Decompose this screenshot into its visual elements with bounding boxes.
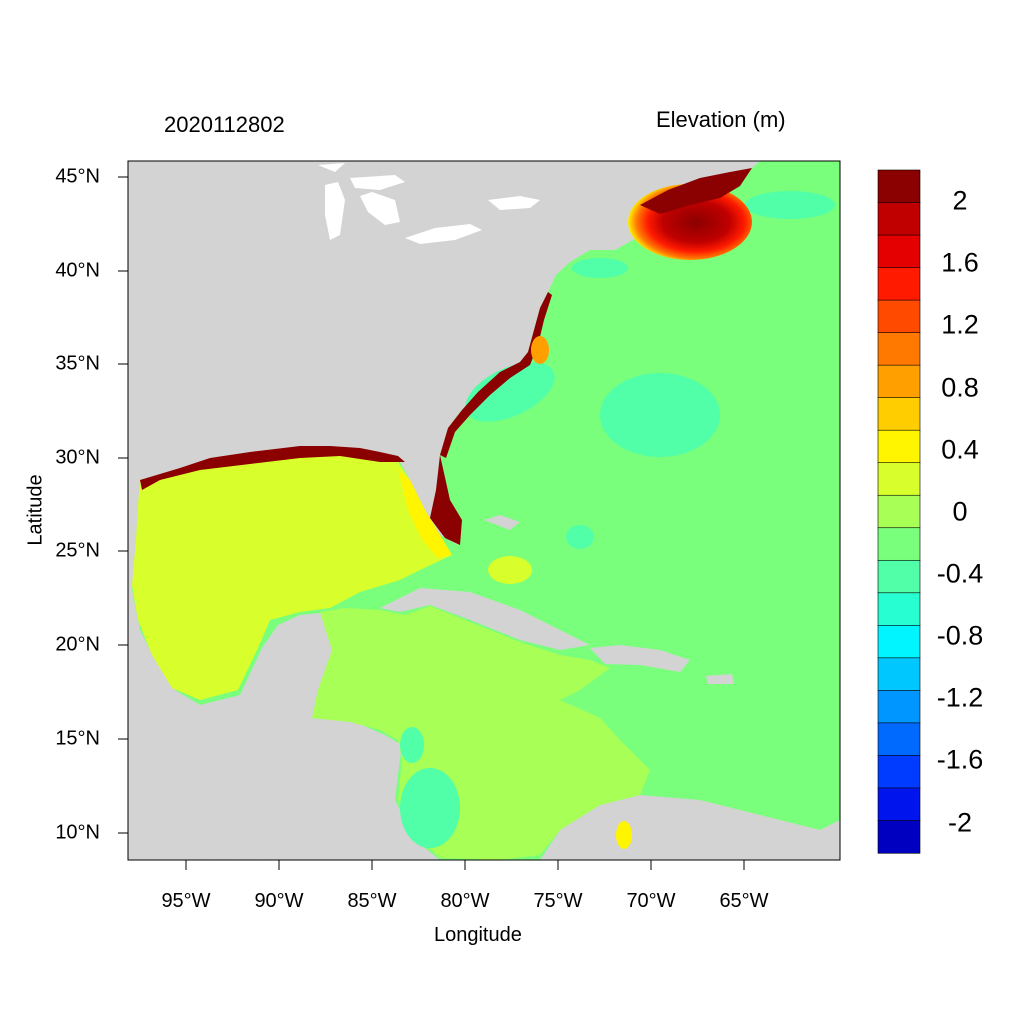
- colorbar-label: 1.6: [941, 247, 979, 278]
- colorbar-swatch: [877, 429, 921, 464]
- colorbar-swatch: [877, 299, 921, 334]
- venezuela-surge: [616, 821, 632, 849]
- lon-tick-label: 75°W: [533, 890, 583, 912]
- plot-frame: [127, 160, 841, 861]
- colorbar-swatch: [877, 592, 921, 626]
- lon-tick-label: 80°W: [440, 890, 490, 912]
- colorbar-label: 0: [952, 496, 968, 527]
- lat-tick-label: 15°N: [55, 727, 100, 750]
- lat-tick-label: 25°N: [55, 539, 100, 562]
- land-hispaniola: [590, 645, 690, 672]
- lat-tick-label: 20°N: [55, 633, 100, 656]
- x-axis-title: Longitude: [434, 924, 522, 946]
- axis-ticks: [118, 176, 745, 870]
- y-axis-title: Latitude: [24, 474, 47, 546]
- colorbar-label: -0.4: [936, 558, 984, 589]
- florida-west-surge: [398, 470, 452, 558]
- colorbar-label: 0.8: [941, 372, 979, 403]
- colorbar-swatch: [877, 787, 921, 822]
- colorbar-swatch: [877, 397, 921, 431]
- land-south-america: [540, 795, 840, 860]
- land-cuba: [380, 588, 590, 650]
- gulf-coast-fringe: [140, 446, 405, 490]
- colorbar-label: 2: [952, 185, 968, 216]
- colorbar-swatch: [877, 202, 921, 236]
- colorbar-swatch: [877, 657, 921, 691]
- colorbar-swatch: [877, 494, 921, 529]
- colorbar-label: 1.2: [941, 309, 979, 340]
- colorbar-swatch: [877, 690, 921, 724]
- caribbean-elevation-field: [312, 606, 650, 860]
- lon-tick-label: 95°W: [161, 890, 211, 912]
- lat-tick-label: 30°N: [55, 446, 100, 469]
- colorbar-swatch: [877, 722, 921, 757]
- lat-tick-label: 45°N: [55, 165, 100, 188]
- colorbar-label: -1.2: [936, 682, 984, 713]
- colorbar-swatch: [877, 559, 921, 594]
- lon-tick-label: 65°W: [719, 890, 769, 912]
- colorbar-swatch: [877, 755, 921, 789]
- colorbar: [877, 169, 921, 854]
- colorbar-label: -2: [947, 807, 972, 838]
- lat-tick-label: 35°N: [55, 352, 100, 375]
- colorbar-label: -0.8: [936, 620, 984, 651]
- florida-surge: [430, 455, 462, 545]
- land-florida-keys-area: [484, 515, 520, 530]
- date-stamp: 2020112802: [164, 112, 285, 137]
- gulf-elevation-field: [132, 450, 452, 700]
- east-coast-fringe: [440, 292, 552, 458]
- variable-label: Elevation (m): [656, 107, 786, 132]
- negative-anomaly-pockets: [400, 191, 835, 848]
- cape-hatteras-surge: [531, 336, 549, 364]
- colorbar-swatch: [877, 169, 921, 204]
- colorbar-swatch: [877, 462, 921, 496]
- lat-tick-label: 10°N: [55, 821, 100, 844]
- lon-tick-label: 90°W: [254, 890, 304, 912]
- colorbar-swatch: [877, 820, 921, 854]
- lon-tick-label: 70°W: [626, 890, 676, 912]
- map-panel: [128, 161, 840, 860]
- land-puerto-rico: [706, 674, 734, 684]
- maine-coast-surge: [640, 168, 752, 214]
- bahamas-surge: [488, 556, 532, 584]
- lat-tick-label: 40°N: [55, 259, 100, 282]
- colorbar-swatch: [877, 234, 921, 269]
- colorbar-label: 0.4: [941, 434, 979, 465]
- colorbar-swatch: [877, 527, 921, 561]
- colorbar-swatch: [877, 332, 921, 366]
- colorbar-swatch: [877, 364, 921, 399]
- colorbar-swatch: [877, 625, 921, 659]
- land-caribbean: [128, 515, 840, 860]
- land-central-america: [128, 712, 430, 860]
- lon-tick-label: 85°W: [347, 890, 397, 912]
- great-lakes: [318, 163, 540, 244]
- colorbar-label: -1.6: [936, 744, 984, 775]
- colorbar-swatch: [877, 267, 921, 301]
